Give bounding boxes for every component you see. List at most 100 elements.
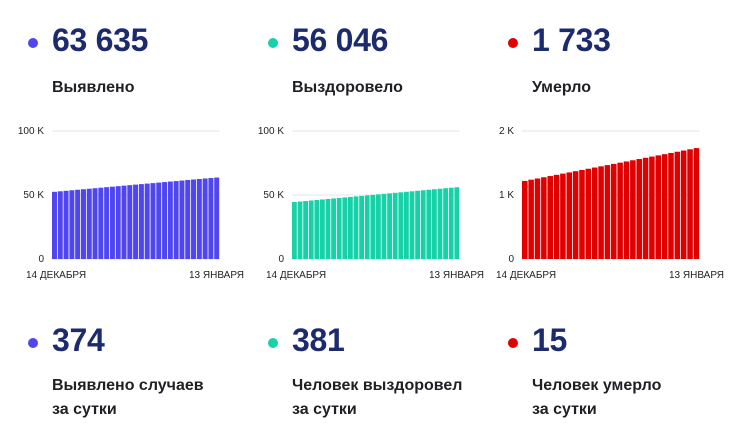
bar bbox=[320, 199, 325, 259]
bar bbox=[292, 202, 297, 259]
bar bbox=[75, 189, 81, 259]
x-start-label: 14 ДЕКАБРЯ bbox=[496, 270, 556, 281]
daily-recovered-label-line1: Человек выздоровел bbox=[292, 377, 463, 394]
bar bbox=[585, 168, 592, 259]
y-tick-label: 50 K bbox=[263, 190, 284, 201]
y-tick-label: 0 bbox=[38, 254, 44, 265]
bar bbox=[528, 179, 534, 259]
daily-deaths-label-line2: за сутки bbox=[532, 401, 597, 418]
daily-recovered-value: 381 bbox=[292, 322, 345, 358]
x-end-label: 13 ЯНВАРЯ bbox=[669, 270, 724, 281]
bar bbox=[642, 157, 649, 259]
bar bbox=[420, 190, 426, 259]
bar bbox=[522, 180, 528, 259]
bar bbox=[426, 189, 432, 259]
bar bbox=[308, 200, 314, 259]
x-start-label: 14 ДЕКАБРЯ bbox=[26, 270, 86, 281]
bar bbox=[179, 180, 185, 259]
bar bbox=[52, 191, 57, 259]
y-tick-label: 0 bbox=[508, 254, 514, 265]
total-detected-value: 63 635 bbox=[52, 22, 149, 58]
bar bbox=[661, 154, 668, 259]
bar bbox=[331, 198, 336, 259]
bar bbox=[162, 182, 168, 259]
bar bbox=[579, 169, 585, 259]
total-recovered-value: 56 046 bbox=[292, 22, 389, 58]
bar bbox=[92, 188, 98, 259]
bar bbox=[687, 149, 693, 259]
bar bbox=[398, 192, 404, 259]
bar bbox=[415, 190, 420, 259]
bar bbox=[409, 191, 415, 259]
bar bbox=[674, 151, 681, 259]
deaths-dot-icon bbox=[508, 338, 518, 348]
bar bbox=[63, 190, 69, 259]
bar bbox=[173, 181, 179, 259]
bar bbox=[611, 163, 617, 259]
detected-dot-icon bbox=[28, 338, 38, 348]
bar bbox=[693, 148, 700, 259]
bar bbox=[109, 186, 115, 259]
bar bbox=[392, 192, 398, 259]
daily-detected-value: 374 bbox=[52, 322, 105, 358]
daily-deaths-label-line1: Человек умерло bbox=[532, 377, 662, 394]
deaths-dot-icon bbox=[508, 38, 518, 48]
total-detected-label: Выявлено bbox=[52, 79, 135, 96]
bar bbox=[649, 156, 655, 259]
x-end-label: 13 ЯНВАРЯ bbox=[429, 270, 484, 281]
bar bbox=[80, 189, 86, 259]
bar bbox=[167, 181, 173, 259]
bar bbox=[303, 201, 308, 259]
bar bbox=[342, 197, 348, 259]
bar bbox=[325, 198, 331, 259]
bar bbox=[381, 193, 387, 259]
y-tick-label: 2 K bbox=[499, 126, 514, 137]
bar bbox=[69, 190, 75, 259]
bar bbox=[359, 195, 364, 259]
x-start-label: 14 ДЕКАБРЯ bbox=[266, 270, 326, 281]
bar bbox=[121, 185, 127, 259]
bar bbox=[553, 174, 560, 259]
bar bbox=[214, 177, 220, 259]
total-recovered-label: Выздоровело bbox=[292, 79, 403, 96]
bar bbox=[668, 152, 674, 259]
bar bbox=[364, 195, 370, 259]
bar bbox=[196, 179, 202, 259]
bar bbox=[208, 178, 214, 259]
y-tick-label: 100 K bbox=[18, 126, 44, 137]
bar bbox=[591, 167, 598, 259]
bar bbox=[623, 161, 630, 259]
bar bbox=[437, 188, 443, 259]
detected-chart: 0 50 K 100 K 14 ДЕКАБРЯ 13 ЯНВАРЯ bbox=[18, 126, 244, 281]
bar bbox=[680, 150, 687, 259]
bar bbox=[86, 188, 92, 259]
x-end-label: 13 ЯНВАРЯ bbox=[189, 270, 244, 281]
bar bbox=[57, 191, 63, 259]
bar bbox=[547, 176, 553, 259]
bar bbox=[630, 160, 636, 259]
total-deaths-label: Умерло bbox=[532, 79, 591, 96]
deaths-chart: 0 1 K 2 K 14 ДЕКАБРЯ 13 ЯНВАРЯ bbox=[496, 126, 724, 281]
bar bbox=[572, 171, 579, 259]
bar bbox=[534, 178, 541, 259]
bar bbox=[144, 183, 150, 259]
bar bbox=[448, 187, 454, 259]
recovered-dot-icon bbox=[268, 338, 278, 348]
bar bbox=[297, 201, 303, 259]
bar bbox=[348, 196, 353, 259]
bar bbox=[566, 172, 573, 259]
bar bbox=[104, 187, 110, 259]
bar bbox=[636, 159, 642, 259]
bar bbox=[314, 199, 320, 259]
y-tick-label: 1 K bbox=[499, 190, 514, 201]
daily-deaths-value: 15 bbox=[532, 322, 567, 358]
bar bbox=[376, 194, 381, 259]
bar bbox=[432, 189, 437, 259]
recovered-dot-icon bbox=[268, 38, 278, 48]
bar bbox=[404, 191, 409, 259]
bar bbox=[370, 194, 376, 259]
bar bbox=[598, 166, 604, 259]
detected-dot-icon bbox=[28, 38, 38, 48]
bar bbox=[617, 162, 623, 259]
total-deaths-value: 1 733 bbox=[532, 22, 611, 58]
